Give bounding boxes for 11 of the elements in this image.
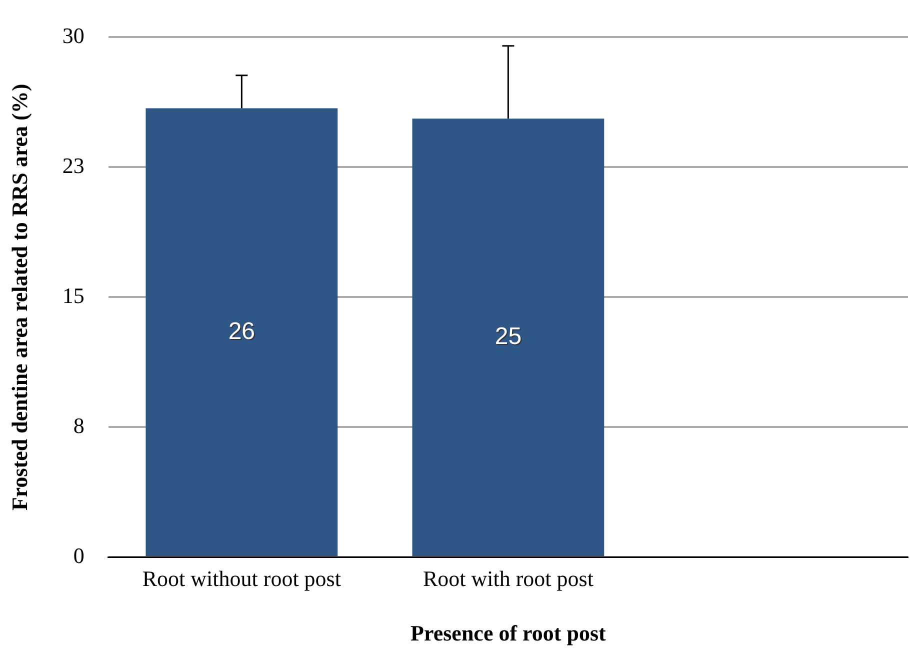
data-label: 26 bbox=[228, 318, 256, 345]
x-tick-label: Root with root post bbox=[422, 566, 594, 592]
y-tick-label: 23 bbox=[62, 152, 84, 178]
y-axis-title: Frosted dentine area related to RRS area (%) bbox=[6, 84, 32, 511]
y-tick-label: 0 bbox=[73, 542, 84, 568]
x-tick-label: Root without root post bbox=[142, 566, 341, 592]
data-label: 25 bbox=[494, 323, 522, 350]
y-tick-label: 30 bbox=[62, 22, 84, 48]
y-tick-label: 8 bbox=[73, 412, 84, 438]
y-tick-label: 15 bbox=[62, 282, 84, 308]
x-axis-title: Presence of root post bbox=[410, 620, 607, 646]
